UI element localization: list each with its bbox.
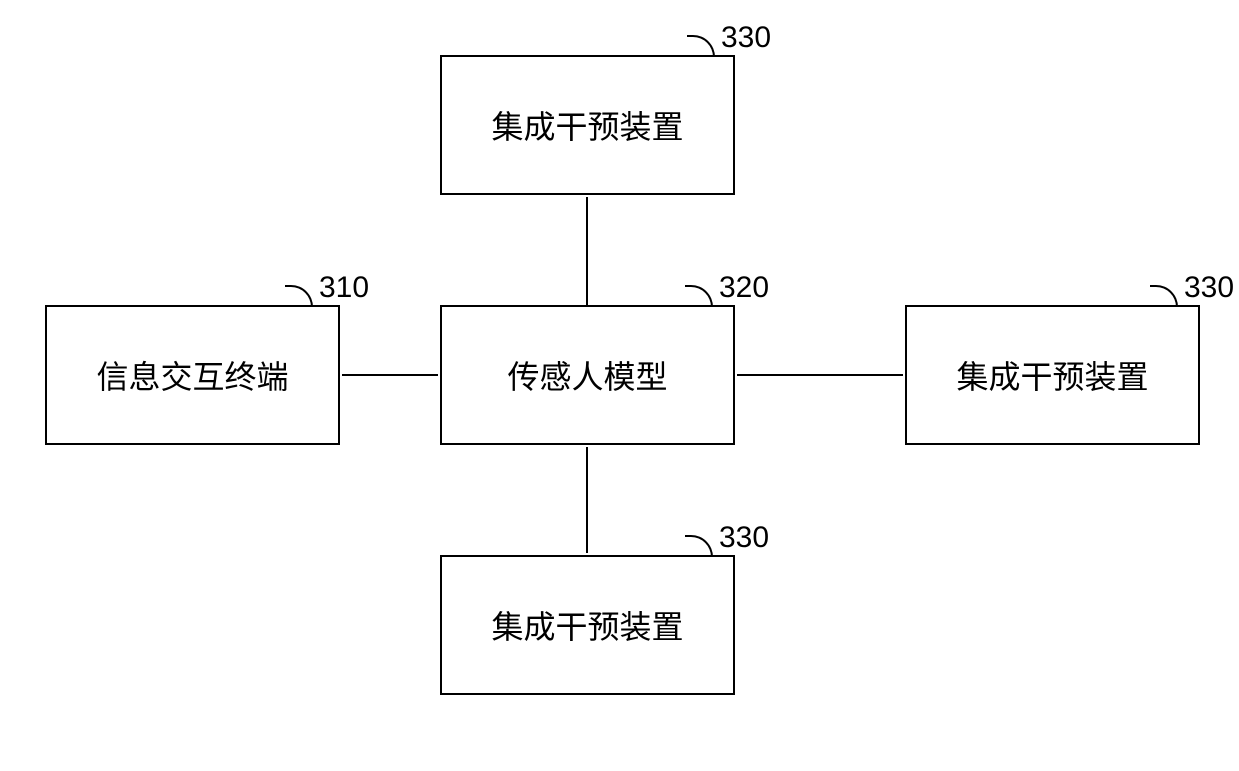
box-top-label: 集成干预装置: [491, 102, 683, 148]
leader-arc-icon: [687, 35, 715, 57]
leader-arc-icon: [285, 285, 313, 307]
box-bottom-intervention-device: 集成干预装置: [440, 555, 735, 695]
leader-bottom: 330: [685, 527, 769, 557]
leader-left-text: 310: [319, 271, 369, 305]
leader-top: 330: [687, 27, 771, 57]
connector-center-bottom: [586, 447, 588, 553]
box-top-intervention-device: 集成干预装置: [440, 55, 735, 195]
leader-arc-icon: [1150, 285, 1178, 307]
box-bottom-label: 集成干预装置: [491, 602, 683, 648]
box-left-info-terminal: 信息交互终端: [45, 305, 340, 445]
leader-center-text: 320: [719, 271, 769, 305]
leader-right-text: 330: [1184, 271, 1234, 305]
leader-arc-icon: [685, 285, 713, 307]
leader-center: 320: [685, 277, 769, 307]
box-center-label: 传感人模型: [507, 352, 667, 398]
leader-top-text: 330: [721, 21, 771, 55]
connector-left-center: [342, 374, 438, 376]
leader-left: 310: [285, 277, 369, 307]
leader-arc-icon: [685, 535, 713, 557]
box-left-label: 信息交互终端: [96, 352, 288, 398]
box-center-sensor-model: 传感人模型: [440, 305, 735, 445]
leader-right: 330: [1150, 277, 1234, 307]
leader-bottom-text: 330: [719, 521, 769, 555]
box-right-label: 集成干预装置: [956, 352, 1148, 398]
box-right-intervention-device: 集成干预装置: [905, 305, 1200, 445]
connector-top-center: [586, 197, 588, 305]
connector-center-right: [737, 374, 903, 376]
